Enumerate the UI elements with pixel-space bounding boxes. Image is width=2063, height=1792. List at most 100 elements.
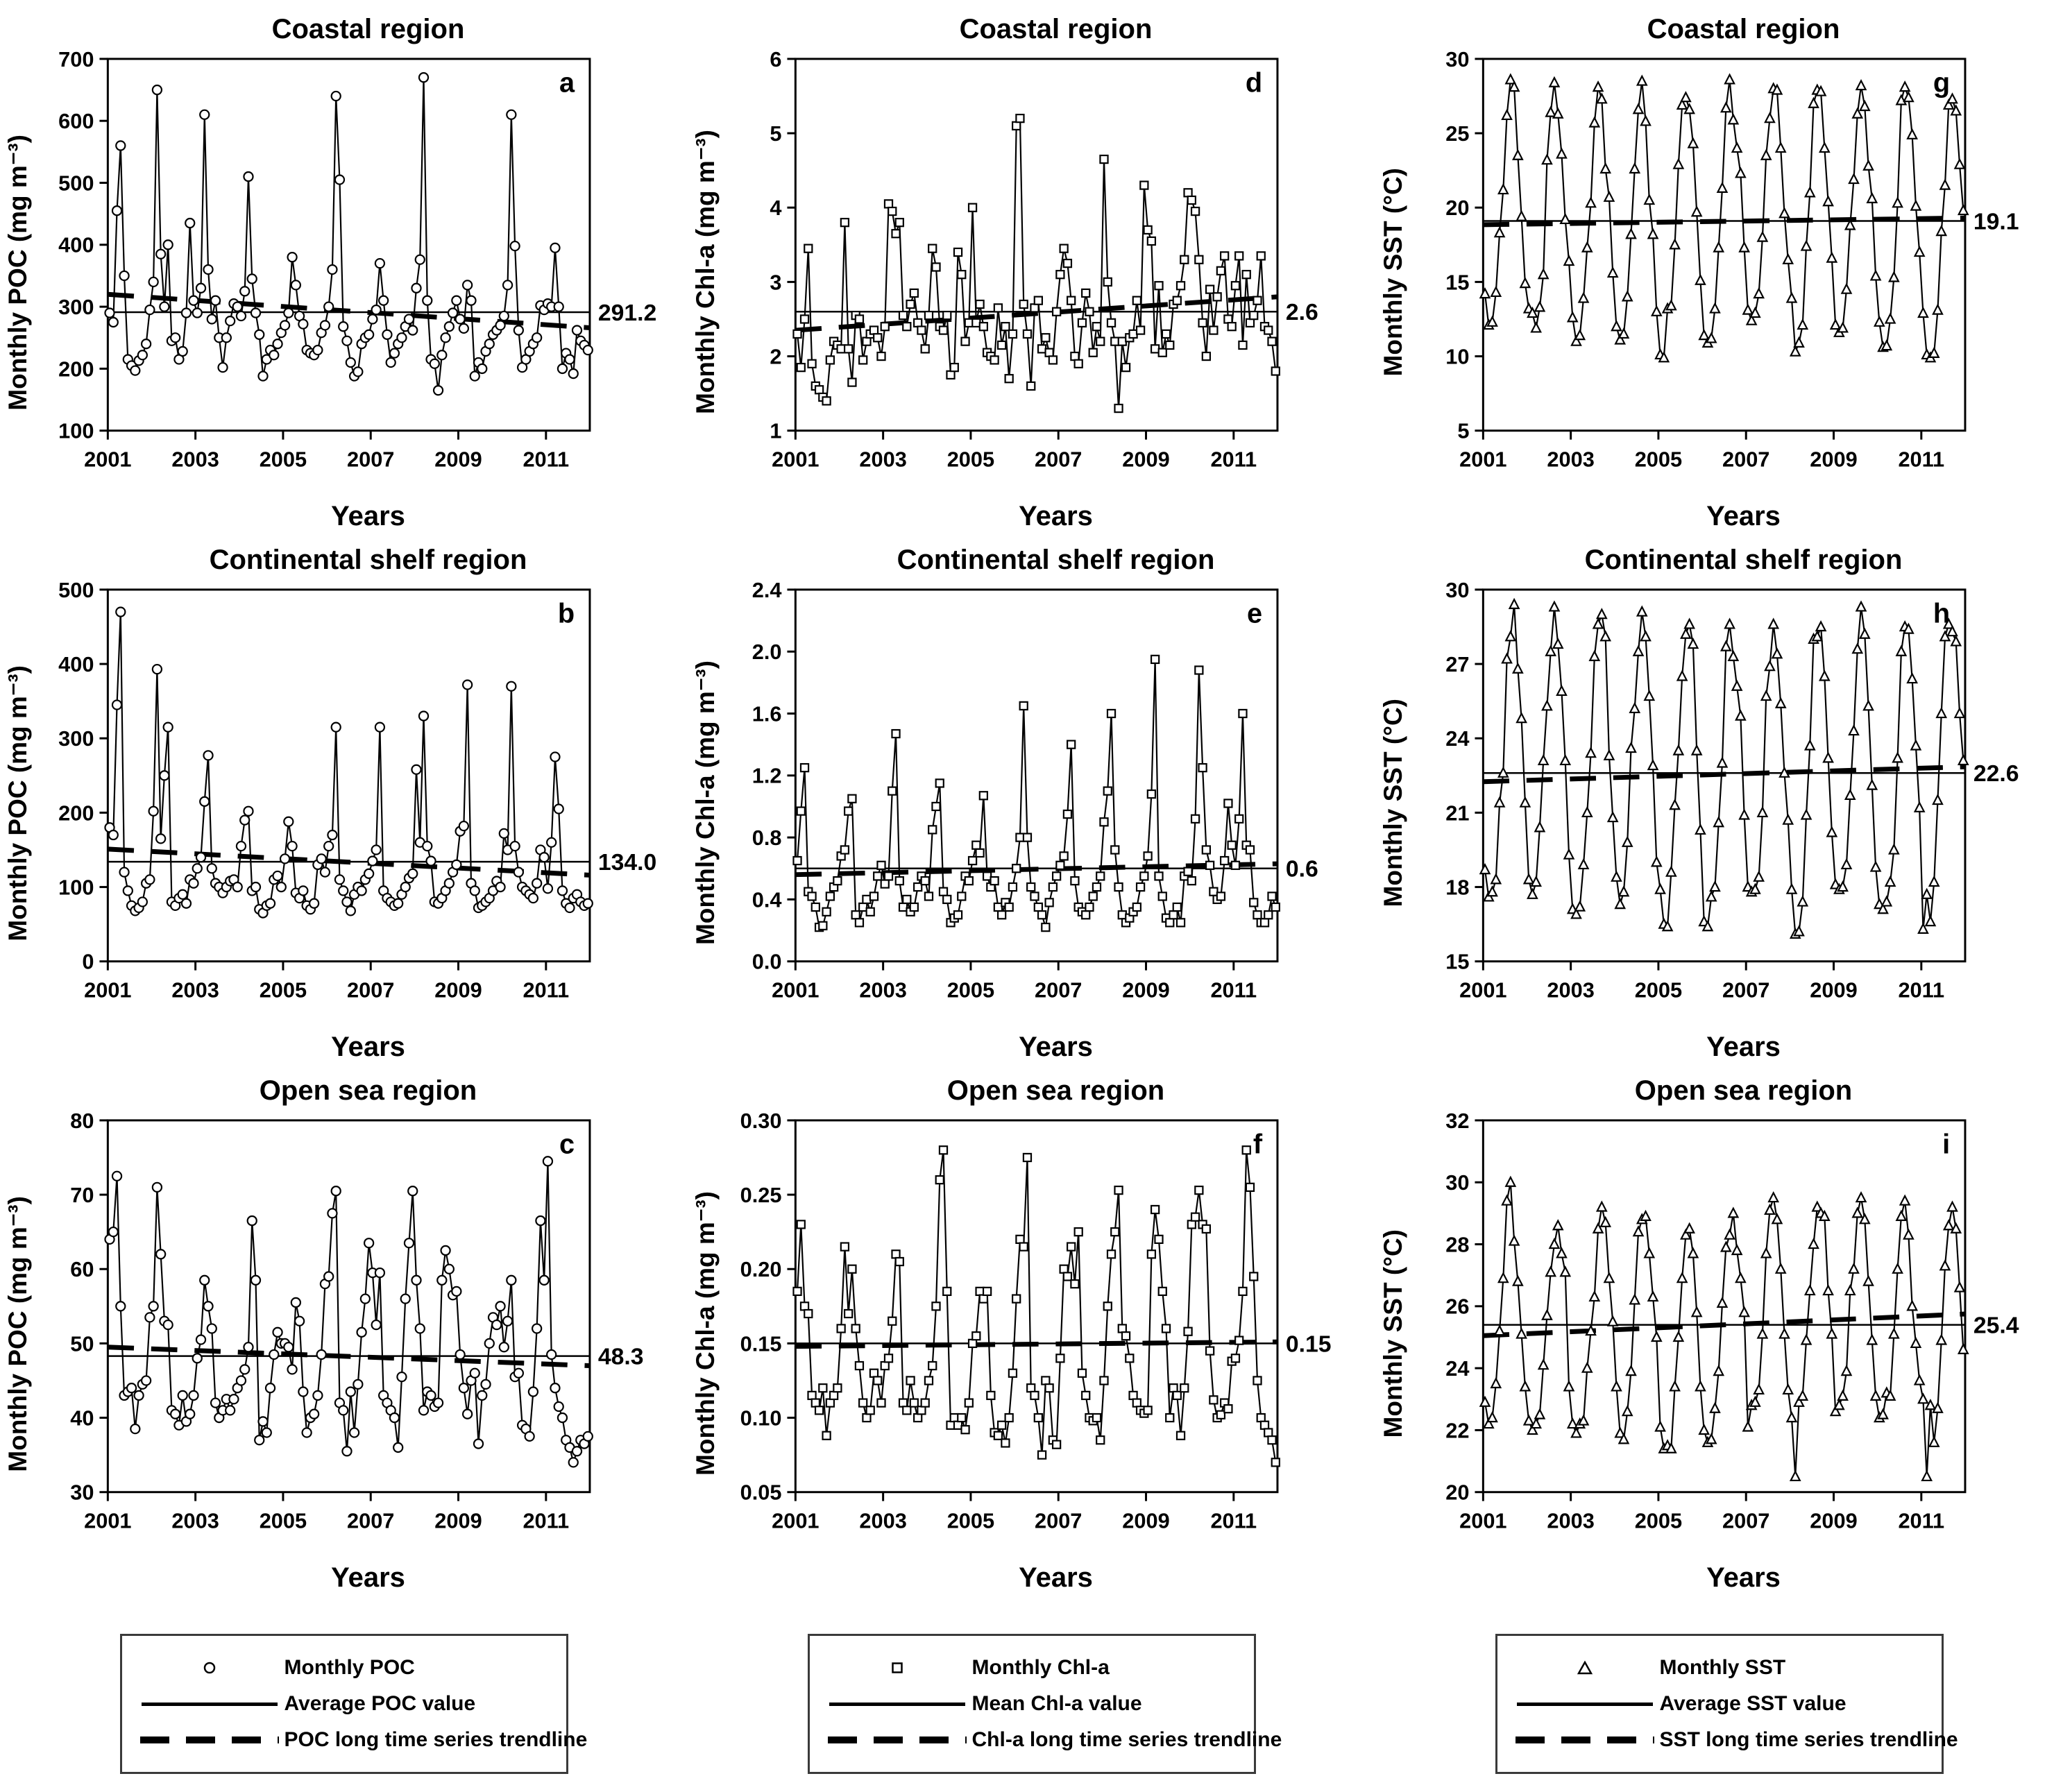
square-marker-icon	[822, 1659, 972, 1676]
panel-title-e: Continental shelf region	[897, 545, 1215, 575]
plot-c: 30 40 50 60 70 80 2001 2003 2005 2007 2009 2011 48.3…	[70, 1110, 643, 1533]
svg-text:0.0: 0.0	[752, 950, 782, 974]
panel-i: Open sea region Monthly SST (°C) 20 22 24 2…	[1375, 1071, 2063, 1602]
plot-d: 1 2 3 4 5 6 2001 2003 2005 2007 2009 2011 2.6 d	[770, 49, 1318, 471]
plot-h: 15 18 21 24 27 30 2001 2003 2005 2007 2009 2011 22.6…	[1445, 579, 2019, 1002]
panel-g: Coastal region Monthly SST (°C) 5 10 15 20 2…	[1375, 10, 2063, 540]
legend-label: POC long time series trendline	[284, 1728, 588, 1751]
svg-text:26: 26	[1445, 1295, 1469, 1319]
svg-text:0.4: 0.4	[752, 887, 782, 912]
svg-text:b: b	[558, 599, 575, 629]
svg-text:5: 5	[1457, 419, 1469, 443]
legend-item: POC long time series trendline	[135, 1722, 587, 1758]
svg-text:27: 27	[1445, 652, 1469, 676]
svg-text:0.20: 0.20	[740, 1257, 782, 1281]
svg-text:2001: 2001	[1459, 447, 1506, 471]
panel-title-b: Continental shelf region	[209, 545, 527, 575]
legend-item: Monthly Chl-a	[822, 1650, 1241, 1686]
legend-label: Monthly SST	[1659, 1656, 1786, 1679]
svg-text:2007: 2007	[1722, 1508, 1769, 1533]
svg-text:24: 24	[1445, 726, 1469, 751]
svg-text:4: 4	[770, 196, 781, 220]
x-axis-label-i: Years	[1706, 1562, 1781, 1593]
svg-text:2009: 2009	[1122, 978, 1169, 1002]
svg-text:22: 22	[1445, 1418, 1469, 1442]
svg-text:30: 30	[70, 1480, 94, 1505]
svg-text:100: 100	[58, 875, 94, 899]
svg-text:10: 10	[1445, 344, 1469, 368]
legend-label: Mean Chl-a value	[971, 1692, 1142, 1715]
svg-text:0.15: 0.15	[740, 1331, 782, 1356]
svg-text:2003: 2003	[859, 447, 906, 471]
svg-text:2007: 2007	[1722, 447, 1769, 471]
svg-text:d: d	[1246, 68, 1262, 99]
svg-text:300: 300	[58, 726, 94, 751]
svg-text:2009: 2009	[434, 447, 482, 471]
svg-text:2009: 2009	[1810, 447, 1857, 471]
svg-text:3: 3	[770, 270, 781, 294]
svg-text:0.10: 0.10	[740, 1406, 782, 1430]
x-axis-label-d: Years	[1019, 501, 1093, 531]
svg-text:2009: 2009	[1122, 447, 1169, 471]
svg-text:2011: 2011	[1210, 978, 1257, 1002]
panel-title-d: Coastal region	[959, 14, 1153, 44]
svg-text:2003: 2003	[171, 978, 219, 1002]
x-axis-label-e: Years	[1019, 1032, 1093, 1062]
legend-item: Mean Chl-a value	[822, 1686, 1241, 1722]
panel-title-a: Coastal region	[271, 14, 465, 44]
svg-text:600: 600	[58, 109, 94, 133]
svg-text:500: 500	[58, 171, 94, 195]
svg-text:2.4: 2.4	[752, 579, 782, 602]
svg-text:18: 18	[1445, 875, 1469, 899]
svg-text:2005: 2005	[260, 447, 307, 471]
x-axis-label-h: Years	[1706, 1032, 1781, 1062]
svg-text:134.0: 134.0	[598, 849, 656, 876]
x-axis-label-g: Years	[1706, 501, 1781, 531]
svg-text:2.0: 2.0	[752, 640, 782, 664]
y-axis-label-g: Monthly SST (°C)	[1379, 168, 1407, 377]
svg-text:2007: 2007	[1035, 978, 1082, 1002]
svg-text:2001: 2001	[84, 978, 131, 1002]
svg-text:70: 70	[70, 1183, 94, 1207]
svg-text:2003: 2003	[859, 1508, 906, 1533]
legend-item: SST long time series trendline	[1510, 1722, 1958, 1758]
svg-text:2009: 2009	[1122, 1508, 1169, 1533]
svg-text:f: f	[1253, 1129, 1263, 1160]
svg-text:30: 30	[1445, 49, 1469, 71]
dashed-line-icon	[135, 1736, 285, 1743]
svg-text:2003: 2003	[171, 447, 219, 471]
legend-label: Monthly Chl-a	[971, 1656, 1110, 1679]
svg-text:15: 15	[1445, 270, 1469, 294]
svg-text:0.05: 0.05	[740, 1480, 782, 1505]
panel-b: Continental shelf region Monthly POC (mg…	[0, 540, 688, 1071]
svg-text:2007: 2007	[347, 447, 394, 471]
svg-text:2003: 2003	[1547, 447, 1594, 471]
svg-text:80: 80	[70, 1110, 94, 1133]
svg-text:0.8: 0.8	[752, 826, 782, 850]
svg-text:2011: 2011	[1210, 1508, 1257, 1533]
svg-text:2003: 2003	[1547, 978, 1594, 1002]
svg-text:2009: 2009	[1810, 978, 1857, 1002]
svg-text:2005: 2005	[1635, 447, 1682, 471]
svg-text:2001: 2001	[84, 1508, 131, 1533]
x-axis-label-b: Years	[331, 1032, 405, 1062]
circle-marker-icon	[135, 1659, 285, 1676]
x-axis-label-a: Years	[331, 501, 405, 531]
legend-row: Monthly POC Average POC value POC long t…	[0, 1634, 2063, 1792]
svg-text:2011: 2011	[523, 447, 569, 471]
svg-text:500: 500	[58, 579, 94, 602]
svg-text:19.1: 19.1	[1973, 208, 2019, 234]
svg-text:2001: 2001	[772, 1508, 819, 1533]
svg-text:200: 200	[58, 357, 94, 381]
panel-c: Open sea region Monthly POC (mg m⁻³) 30 4…	[0, 1071, 688, 1602]
svg-text:22.6: 22.6	[1973, 760, 2019, 787]
svg-text:2: 2	[770, 344, 781, 368]
solid-line-icon	[1510, 1702, 1660, 1706]
svg-text:291.2: 291.2	[598, 300, 656, 326]
svg-text:0: 0	[82, 950, 94, 974]
legend-label: Average SST value	[1659, 1692, 1846, 1715]
svg-text:h: h	[1933, 599, 1950, 629]
solid-line-icon	[822, 1702, 972, 1706]
svg-text:2007: 2007	[1035, 1508, 1082, 1533]
